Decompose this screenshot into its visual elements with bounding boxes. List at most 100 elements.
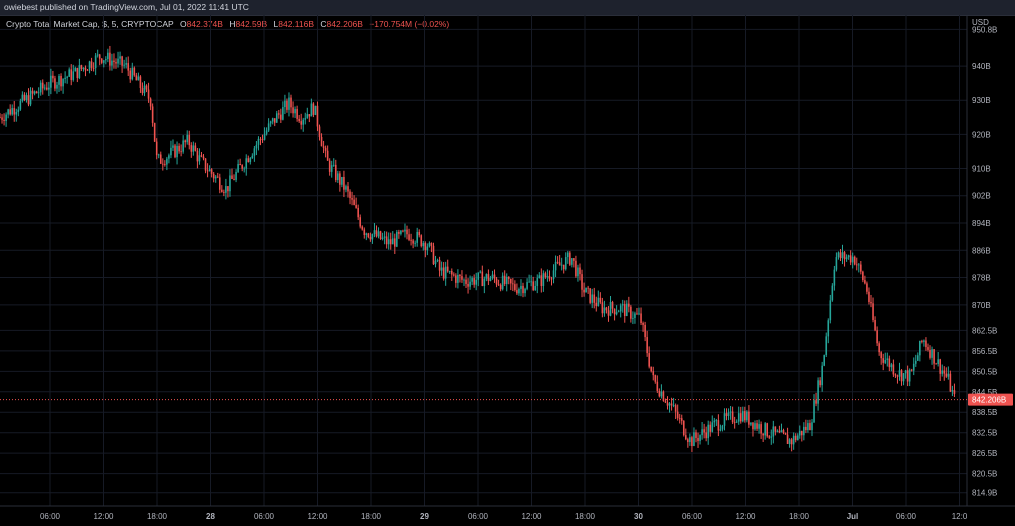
- candle-body: [741, 411, 744, 422]
- candle-body: [744, 411, 746, 421]
- x-axis[interactable]: 06:00 12:00 18:00 28 06:00 12:00 18:00 29 06:00 1…: [40, 512, 968, 521]
- candle-body: [809, 423, 811, 431]
- candle-body: [379, 231, 382, 239]
- candle-body: [554, 261, 557, 271]
- candle-body: [526, 282, 528, 289]
- candle-body: [96, 54, 99, 56]
- candle-body: [817, 380, 819, 404]
- candle-body: [483, 278, 486, 287]
- candle-body: [52, 75, 54, 79]
- candle-body: [149, 98, 152, 107]
- symbol-name[interactable]: Crypto Total Market Cap, $, 5, CRYPTOCAP: [6, 19, 174, 29]
- candle-body: [438, 259, 441, 271]
- x-tick-label: 06:00: [254, 512, 275, 521]
- candle-body: [467, 283, 469, 287]
- candle-body: [644, 324, 646, 338]
- change-value: −170.754M (−0.02%): [369, 19, 450, 29]
- low-value: 842.116B: [278, 19, 315, 29]
- candle-body: [550, 278, 553, 280]
- candle-body: [86, 70, 89, 72]
- candle-body: [316, 105, 319, 127]
- candle-body: [882, 358, 885, 363]
- candle-body: [190, 145, 193, 152]
- candle-body: [906, 370, 909, 382]
- candle-body: [381, 237, 384, 239]
- candle-body: [914, 360, 917, 364]
- y-tick-label: 930B: [972, 96, 991, 105]
- candle-body: [864, 280, 866, 284]
- candle-body: [860, 264, 862, 272]
- candle-body: [308, 114, 311, 117]
- candle-body: [917, 355, 919, 361]
- candle-body: [216, 176, 219, 178]
- candle-body: [253, 148, 256, 156]
- candle-body: [593, 294, 596, 303]
- candle-body: [176, 145, 178, 158]
- y-axis[interactable]: 950.8B 940B 930B 920B 910B 902B 894B 886B 878B 87…: [972, 25, 997, 497]
- candle-body: [66, 76, 68, 78]
- candle-body: [876, 330, 878, 344]
- candle-body: [402, 230, 404, 232]
- candle-body: [326, 150, 329, 161]
- candle-body: [255, 144, 258, 149]
- candle-body: [780, 430, 783, 433]
- candle-body: [880, 352, 882, 359]
- candle-body: [825, 336, 828, 356]
- candle-body: [318, 126, 321, 137]
- candle-body: [923, 340, 925, 342]
- candle-body: [564, 257, 567, 270]
- candle-body: [685, 435, 687, 440]
- y-tick-label: 910B: [972, 164, 991, 173]
- candle-body: [617, 311, 620, 313]
- candle-body: [365, 233, 368, 235]
- x-tick-label: 18:00: [789, 512, 810, 521]
- candle-body: [737, 413, 740, 422]
- candle-body: [758, 424, 760, 429]
- candle-body: [676, 411, 679, 419]
- candle-body: [823, 355, 825, 366]
- candle-body: [153, 122, 156, 142]
- candle-body: [48, 87, 50, 90]
- candle-body: [731, 411, 734, 423]
- candle-body: [204, 158, 207, 171]
- candle-body: [652, 371, 655, 376]
- x-tick-label: 18:00: [147, 512, 168, 521]
- candle-body: [296, 109, 298, 119]
- candle-body: [133, 67, 136, 76]
- candle-body: [815, 400, 817, 404]
- candle-body: [756, 423, 758, 429]
- candle-body: [448, 270, 451, 272]
- candle-body: [19, 100, 22, 110]
- candle-body: [654, 375, 657, 382]
- x-tick-label: 12:00: [521, 512, 542, 521]
- candle-body: [827, 320, 830, 337]
- candle-body: [463, 279, 465, 281]
- candle-body: [898, 370, 901, 377]
- y-tick-label: 950.8B: [972, 25, 997, 34]
- high-value: 842.59B: [235, 19, 268, 29]
- candle-body: [78, 65, 81, 79]
- candle-body: [487, 274, 490, 281]
- candle-body: [562, 264, 565, 270]
- candle-body: [524, 288, 526, 294]
- candle-body: [263, 133, 266, 140]
- candle-body: [267, 123, 270, 131]
- candle-body: [200, 155, 203, 157]
- candle-body: [27, 95, 30, 105]
- candle-body: [849, 255, 852, 263]
- last-price-label: 842.206B: [972, 396, 1006, 405]
- candle-body: [233, 178, 235, 180]
- candle-body: [60, 75, 62, 87]
- candle-body: [713, 420, 716, 423]
- candle-body: [689, 437, 691, 443]
- candle-body: [434, 260, 437, 265]
- candle-body: [74, 67, 77, 72]
- candle-body: [473, 278, 475, 285]
- candle-body: [3, 119, 5, 121]
- candle-body: [290, 97, 292, 108]
- candle-body: [373, 230, 376, 235]
- candle-body: [35, 91, 38, 94]
- candle-body: [516, 290, 518, 294]
- candle-body: [412, 240, 414, 244]
